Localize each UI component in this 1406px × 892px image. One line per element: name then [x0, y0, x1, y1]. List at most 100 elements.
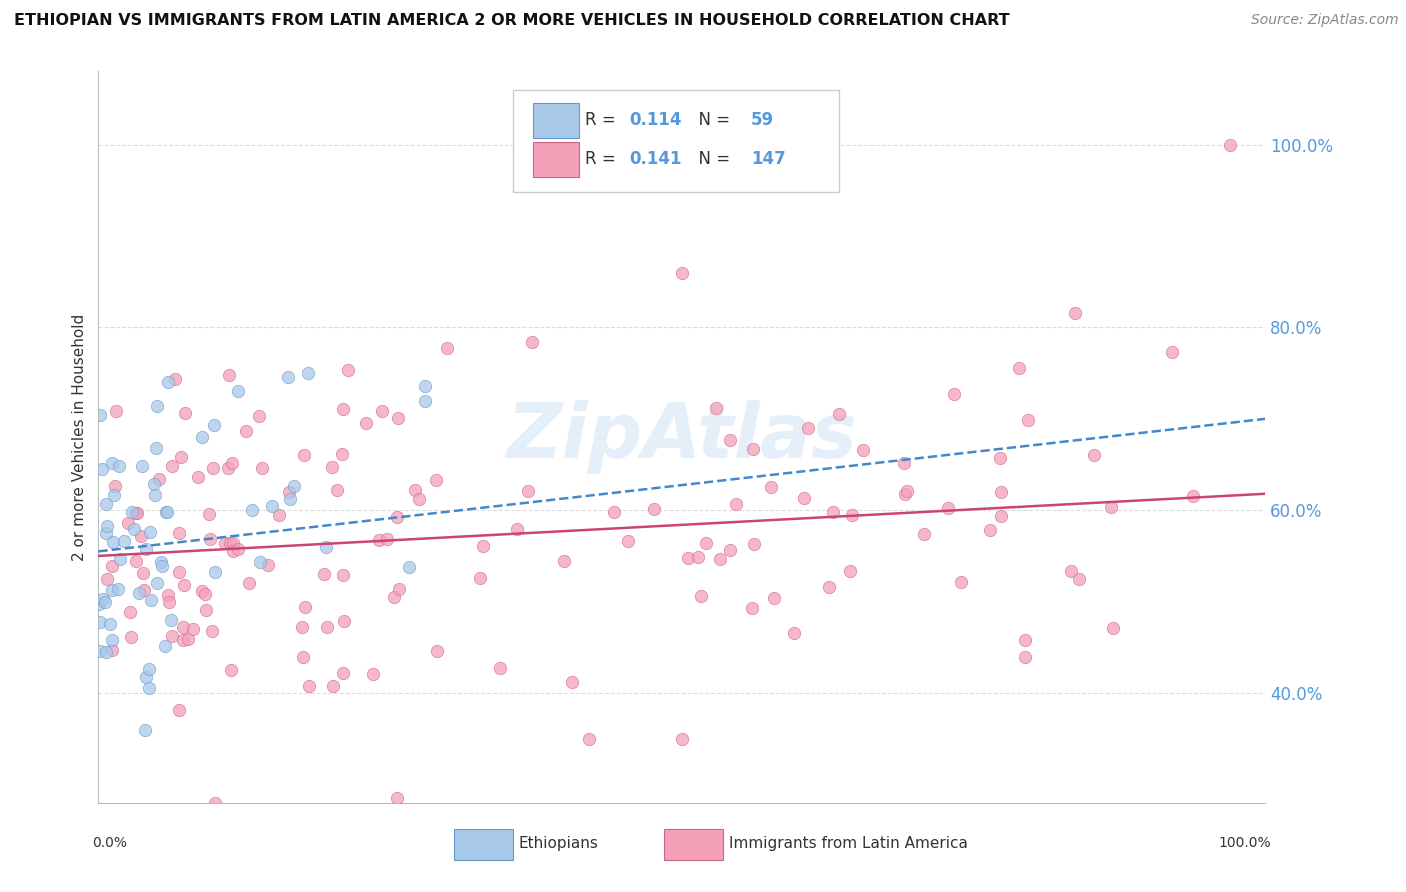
- Point: [852, 442, 875, 457]
- Point: [122, 522, 145, 536]
- Point: [471, 540, 494, 554]
- Point: [143, 477, 166, 491]
- Point: [1083, 448, 1105, 462]
- Point: [686, 550, 709, 565]
- Point: [143, 487, 166, 501]
- Point: [336, 363, 359, 377]
- Point: [330, 447, 353, 461]
- Point: [125, 554, 148, 568]
- Point: [398, 559, 420, 574]
- Point: [322, 679, 344, 693]
- Point: [131, 458, 153, 473]
- Point: [194, 587, 217, 601]
- FancyBboxPatch shape: [533, 103, 579, 138]
- Point: [96, 572, 118, 586]
- Point: [194, 603, 217, 617]
- Point: [260, 500, 283, 514]
- Point: [489, 661, 512, 675]
- Point: [382, 591, 405, 605]
- Point: [742, 442, 765, 456]
- Point: [167, 566, 190, 580]
- Point: [332, 666, 354, 681]
- Point: [413, 393, 436, 408]
- Text: Ethiopians: Ethiopians: [519, 836, 599, 851]
- Point: [139, 525, 162, 540]
- Point: [228, 384, 250, 399]
- Point: [671, 266, 693, 280]
- Point: [98, 617, 121, 632]
- Point: [240, 503, 263, 517]
- Point: [506, 522, 529, 536]
- Point: [823, 506, 845, 520]
- Point: [578, 731, 600, 746]
- Text: ZipAtlas: ZipAtlas: [506, 401, 858, 474]
- Point: [198, 533, 221, 547]
- Point: [94, 645, 117, 659]
- Point: [896, 484, 918, 499]
- Point: [1182, 489, 1205, 503]
- Point: [404, 483, 426, 497]
- FancyBboxPatch shape: [513, 90, 839, 192]
- Point: [298, 679, 321, 693]
- Point: [828, 407, 851, 421]
- Point: [221, 457, 243, 471]
- Point: [741, 601, 763, 615]
- Point: [250, 461, 273, 475]
- Point: [157, 595, 180, 609]
- Point: [222, 544, 245, 558]
- Text: 0.114: 0.114: [630, 112, 682, 129]
- Point: [117, 516, 139, 531]
- Point: [87, 597, 110, 611]
- Point: [172, 632, 194, 647]
- Text: ETHIOPIAN VS IMMIGRANTS FROM LATIN AMERICA 2 OR MORE VEHICLES IN HOUSEHOLD CORRE: ETHIOPIAN VS IMMIGRANTS FROM LATIN AMERI…: [14, 13, 1010, 29]
- Point: [249, 556, 271, 570]
- Text: 100.0%: 100.0%: [1219, 836, 1271, 850]
- Point: [763, 591, 786, 605]
- Point: [718, 434, 741, 448]
- Point: [150, 558, 173, 573]
- Point: [112, 533, 135, 548]
- Point: [181, 622, 204, 636]
- Point: [121, 505, 143, 519]
- Point: [204, 565, 226, 579]
- Point: [709, 552, 731, 566]
- Point: [247, 409, 270, 423]
- Point: [783, 626, 806, 640]
- Point: [988, 450, 1011, 465]
- Y-axis label: 2 or more Vehicles in Household: 2 or more Vehicles in Household: [72, 313, 87, 561]
- Point: [912, 526, 935, 541]
- Point: [725, 497, 748, 511]
- Text: Source: ZipAtlas.com: Source: ZipAtlas.com: [1251, 13, 1399, 28]
- Point: [436, 341, 458, 355]
- Point: [990, 485, 1012, 500]
- FancyBboxPatch shape: [665, 830, 723, 860]
- Point: [217, 460, 239, 475]
- Point: [145, 442, 167, 456]
- Point: [149, 555, 172, 569]
- Point: [104, 404, 127, 418]
- Point: [385, 509, 408, 524]
- Point: [676, 550, 699, 565]
- Point: [101, 583, 124, 598]
- Point: [90, 462, 112, 476]
- Point: [841, 508, 863, 522]
- Point: [173, 406, 195, 420]
- Point: [408, 491, 430, 506]
- Point: [315, 540, 337, 554]
- Point: [201, 624, 224, 638]
- Text: 59: 59: [751, 112, 773, 129]
- Point: [893, 456, 915, 470]
- Point: [214, 536, 236, 550]
- Point: [387, 411, 409, 425]
- Point: [385, 791, 408, 805]
- Point: [197, 507, 219, 521]
- Point: [671, 731, 693, 746]
- Point: [187, 470, 209, 484]
- Point: [238, 576, 260, 591]
- Point: [426, 644, 449, 658]
- Point: [94, 526, 117, 541]
- Point: [759, 480, 782, 494]
- Point: [718, 542, 741, 557]
- Point: [561, 674, 583, 689]
- Point: [1063, 306, 1085, 320]
